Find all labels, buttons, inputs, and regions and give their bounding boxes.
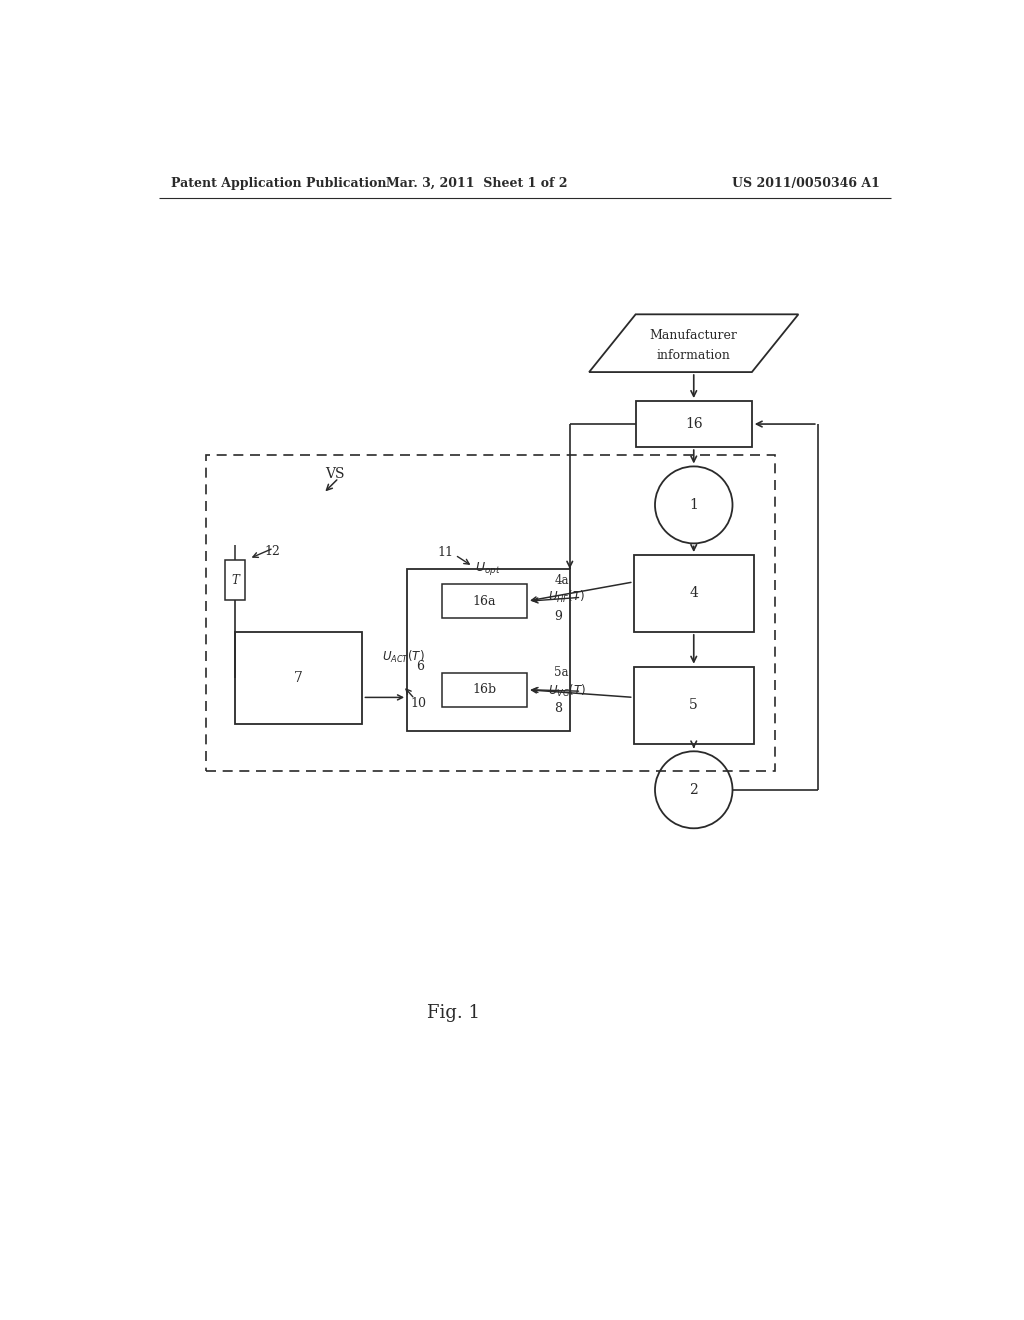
Text: 6: 6 [417, 660, 424, 673]
Bar [206, 455, 775, 771]
Text: 7: 7 [294, 671, 303, 685]
Text: T: T [231, 574, 239, 587]
Bar [225, 560, 245, 601]
Bar [636, 401, 752, 447]
Bar [634, 554, 754, 632]
Text: Patent Application Publication: Patent Application Publication [171, 177, 386, 190]
Text: $U_{ACT}(T)$: $U_{ACT}(T)$ [382, 649, 425, 665]
Text: 9: 9 [554, 610, 562, 623]
Text: 5a: 5a [554, 667, 568, 680]
Text: 10: 10 [411, 697, 427, 710]
Text: 4a: 4a [554, 574, 568, 587]
Text: $U_{opt}$: $U_{opt}$ [475, 560, 501, 577]
Text: $U_{VG}(T)$: $U_{VG}(T)$ [548, 684, 587, 700]
Text: 8: 8 [554, 702, 562, 715]
Text: 2: 2 [689, 783, 698, 797]
Text: 12: 12 [264, 545, 281, 557]
Text: $U_{HF}(T)$: $U_{HF}(T)$ [548, 589, 586, 606]
Text: Manufacturer: Manufacturer [650, 329, 737, 342]
Text: 16: 16 [685, 417, 702, 432]
Text: information: information [656, 348, 731, 362]
Text: 4: 4 [689, 586, 698, 601]
Text: Mar. 3, 2011  Sheet 1 of 2: Mar. 3, 2011 Sheet 1 of 2 [386, 177, 567, 190]
Text: US 2011/0050346 A1: US 2011/0050346 A1 [732, 177, 880, 190]
Bar [442, 673, 527, 706]
Text: 5: 5 [689, 698, 698, 711]
Bar [634, 667, 754, 743]
Text: 16b: 16b [472, 684, 497, 696]
Text: 11: 11 [437, 546, 454, 560]
Text: VS: VS [326, 467, 345, 480]
Text: Fig. 1: Fig. 1 [427, 1005, 480, 1022]
Bar [442, 585, 527, 618]
Bar [407, 569, 569, 730]
Text: 16a: 16a [473, 594, 497, 607]
Text: 1: 1 [689, 498, 698, 512]
Bar [234, 632, 362, 725]
